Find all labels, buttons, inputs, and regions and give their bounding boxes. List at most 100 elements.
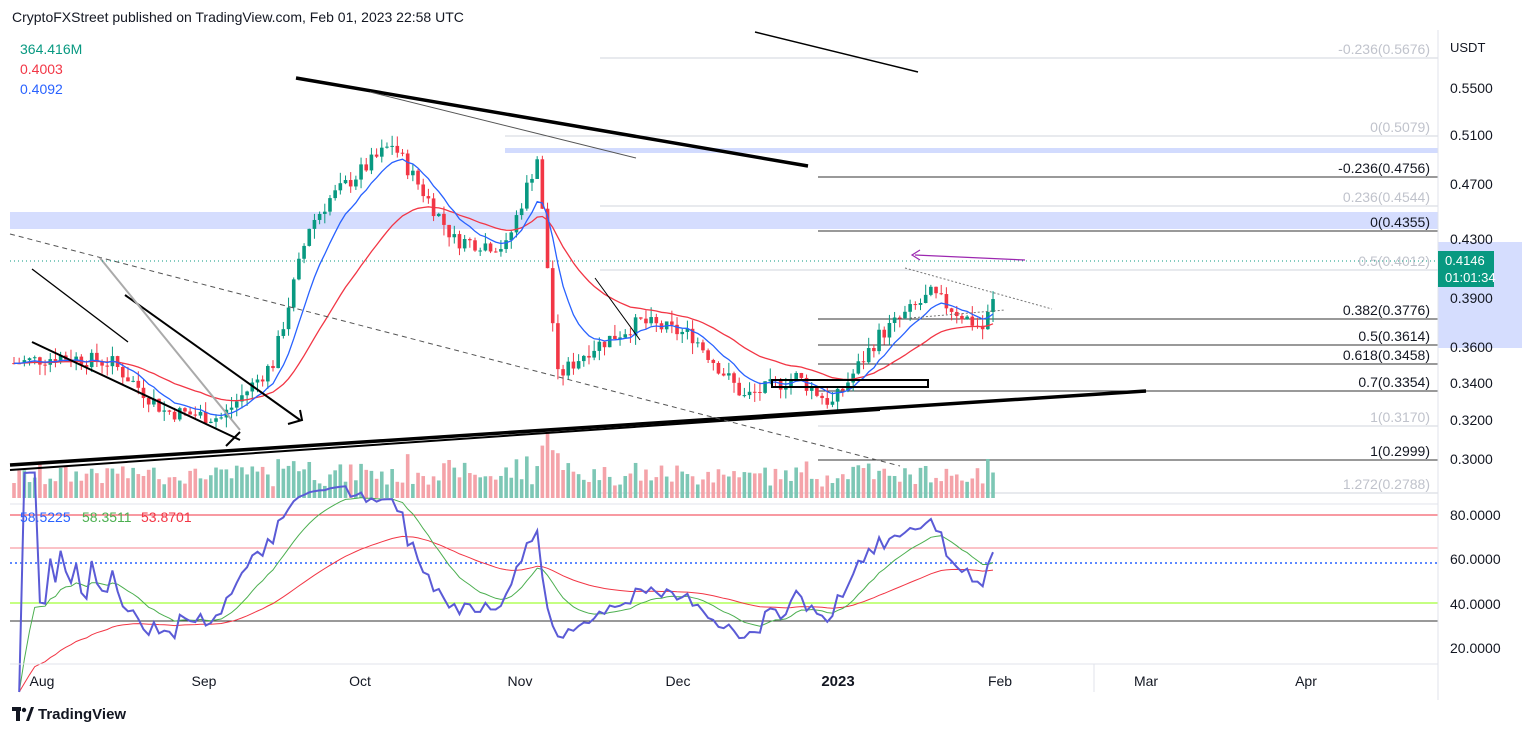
candle-body bbox=[550, 268, 555, 324]
volume-bar bbox=[649, 480, 653, 498]
volume-bar bbox=[436, 480, 441, 498]
candle-body bbox=[172, 411, 177, 420]
candle-body bbox=[457, 234, 462, 249]
volume-bar bbox=[493, 479, 498, 498]
volume-bar bbox=[809, 478, 814, 498]
volume-bar bbox=[219, 469, 223, 498]
candle-body bbox=[245, 391, 249, 396]
volume-bar bbox=[519, 479, 524, 498]
volume-bar bbox=[198, 478, 203, 498]
candle-body bbox=[815, 387, 819, 396]
volume-bar bbox=[183, 483, 187, 498]
candle-body bbox=[359, 164, 363, 180]
volume-bar bbox=[504, 467, 508, 498]
volume-bar bbox=[447, 459, 451, 498]
volume-bar bbox=[872, 479, 876, 498]
volume-bar bbox=[203, 479, 208, 498]
volume-bar bbox=[291, 461, 296, 498]
volume-bar bbox=[980, 483, 985, 498]
price-tick: 0.3400 bbox=[1450, 375, 1493, 391]
candle-body bbox=[970, 316, 975, 326]
candle-body bbox=[571, 361, 576, 369]
volume-bar bbox=[136, 474, 141, 498]
candle-body bbox=[918, 303, 923, 305]
candle-body bbox=[193, 414, 198, 416]
candle-body bbox=[255, 379, 260, 383]
volume-bar bbox=[535, 466, 539, 498]
trendline-thin bbox=[369, 91, 637, 159]
volume-bar bbox=[856, 465, 861, 498]
wedge-upper bbox=[31, 268, 129, 343]
candle-body bbox=[271, 365, 275, 369]
volume-bar bbox=[701, 479, 705, 498]
volume-bar bbox=[390, 469, 394, 498]
candle-body bbox=[483, 243, 488, 251]
candle-body bbox=[281, 329, 286, 336]
candle-body bbox=[167, 410, 172, 412]
candle-body bbox=[146, 398, 151, 405]
trendline-top bbox=[754, 31, 919, 73]
candle-body bbox=[561, 369, 565, 376]
volume-bar bbox=[400, 482, 405, 498]
time-tick: Dec bbox=[666, 673, 691, 689]
candle-body bbox=[592, 350, 596, 358]
purple-arrow bbox=[914, 254, 1026, 261]
time-tick: Feb bbox=[988, 673, 1012, 689]
volume-bar bbox=[613, 485, 617, 498]
current-price: 0.4146 bbox=[1445, 253, 1485, 268]
wedge-lower bbox=[31, 341, 241, 441]
time-tick: Oct bbox=[349, 673, 371, 689]
volume-bar bbox=[582, 479, 586, 498]
fib-label: 0.5(0.3614) bbox=[1358, 328, 1430, 344]
volume-bars bbox=[12, 433, 995, 498]
candle-body bbox=[613, 335, 617, 340]
candle-body bbox=[638, 317, 643, 319]
candle-body bbox=[27, 358, 32, 361]
grey-line bbox=[99, 257, 241, 431]
candle-body bbox=[198, 411, 203, 416]
candle-body bbox=[504, 240, 508, 250]
volume-bar bbox=[789, 480, 793, 498]
candle-body bbox=[929, 286, 933, 295]
candle-body bbox=[203, 411, 208, 423]
candle-body bbox=[944, 294, 949, 309]
rsi-ma-red bbox=[18, 535, 994, 693]
candle-body bbox=[493, 251, 498, 253]
volume-bar bbox=[794, 467, 798, 498]
rsi-tick: 80.0000 bbox=[1450, 507, 1501, 523]
volume-bar bbox=[566, 463, 571, 498]
volume-bar bbox=[908, 474, 912, 498]
volume-bar bbox=[716, 469, 721, 498]
volume-bar bbox=[188, 470, 192, 498]
candle-body bbox=[727, 373, 731, 376]
rsi-ma2-value: 53.8701 bbox=[141, 509, 192, 525]
candle-body bbox=[830, 401, 835, 405]
fib-label: 0.618(0.3458) bbox=[1343, 347, 1430, 363]
volume-bar bbox=[747, 472, 752, 498]
volume-bar bbox=[752, 473, 757, 498]
volume-bar bbox=[234, 465, 239, 498]
volume-bar bbox=[141, 475, 146, 498]
candle-body bbox=[809, 387, 814, 391]
candle-body bbox=[804, 377, 809, 391]
volume-bar bbox=[152, 467, 156, 498]
candle-body bbox=[856, 361, 861, 374]
rsi-tick: 20.0000 bbox=[1450, 640, 1501, 656]
candle-body bbox=[95, 352, 99, 363]
candle-body bbox=[701, 342, 705, 351]
candle-body bbox=[514, 215, 519, 233]
candle-body bbox=[711, 359, 716, 363]
volume-bar bbox=[395, 481, 400, 498]
small-trendline bbox=[594, 277, 641, 341]
fib-label: -0.236(0.5676) bbox=[1338, 41, 1430, 57]
candle-body bbox=[120, 366, 125, 378]
candle-body bbox=[188, 411, 192, 415]
volume-bar bbox=[69, 481, 73, 498]
fib-label: -0.236(0.4756) bbox=[1338, 160, 1430, 176]
candle-body bbox=[654, 317, 659, 324]
tradingview-logo[interactable]: TradingView bbox=[12, 706, 126, 723]
candle-body bbox=[530, 178, 534, 183]
candle-body bbox=[447, 224, 451, 238]
candle-body bbox=[276, 335, 280, 369]
candle-body bbox=[38, 357, 42, 365]
